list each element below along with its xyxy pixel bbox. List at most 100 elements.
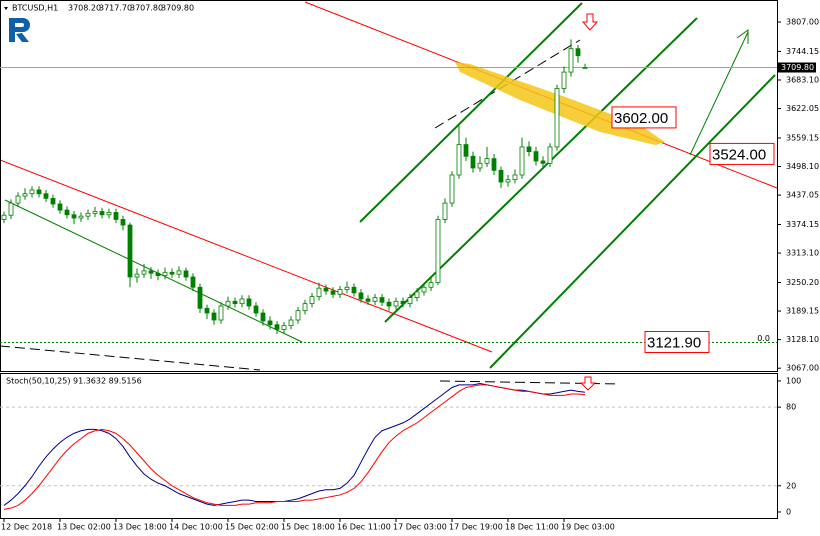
candle-body: [232, 300, 238, 305]
candle-body: [260, 312, 266, 322]
menu-icon: [4, 7, 8, 10]
candle-body: [547, 146, 553, 164]
header-value: 3717.70: [99, 4, 132, 13]
candle-body: [120, 219, 126, 226]
candle-body: [183, 270, 189, 278]
candle-body: [491, 158, 497, 171]
candle-body: [379, 297, 385, 303]
candle-body: [253, 305, 259, 314]
candle-body: [351, 286, 357, 294]
header-symbol: BTCUSD,H1: [12, 4, 58, 13]
candle-body: [533, 151, 539, 162]
candle-body: [302, 303, 308, 312]
x-tick-label: 15 Dec 18:00: [281, 523, 335, 532]
candle-body: [505, 179, 511, 183]
candle-body: [78, 215, 84, 219]
candle-body: [22, 193, 28, 197]
stoch-line: [3, 384, 586, 510]
dashed-line: [0, 345, 261, 371]
candle-body: [435, 219, 441, 283]
candle-body: [64, 209, 70, 216]
candle-body: [316, 287, 322, 298]
candle-body: [526, 146, 532, 153]
y-tick-label: 3313.10: [786, 249, 819, 258]
x-tick-label: 15 Dec 02:00: [225, 523, 279, 532]
candle-body: [407, 297, 413, 305]
candle-body: [442, 202, 448, 220]
candle-body: [400, 300, 406, 305]
candle-body: [218, 305, 224, 321]
candle-body: [414, 291, 420, 298]
channel-line: [359, 2, 583, 223]
channel-line: [489, 74, 776, 369]
candle-body: [372, 297, 378, 302]
x-tick-label: 17 Dec 03:00: [393, 523, 447, 532]
stoch-title: Stoch(50,10,25) 91.3632 89.5156: [6, 377, 142, 386]
header-value: 3707.80: [130, 4, 163, 13]
candle-body: [582, 67, 588, 69]
y-tick-label: 3067.00: [786, 364, 819, 373]
y-tick-label: 3744.15: [786, 47, 819, 56]
y-tick-label: 0: [786, 507, 791, 516]
x-tick-label: 19 Dec 03:00: [561, 523, 615, 532]
candle-body: [288, 319, 294, 327]
candle-body: [309, 296, 315, 305]
y-tick-label: 3374.15: [786, 220, 819, 229]
x-tick-label: 16 Dec 11:00: [337, 523, 391, 532]
down-arrow: [581, 13, 599, 31]
level-label: 3602.00: [614, 110, 668, 127]
stoch-frame: [0, 373, 778, 519]
logo: [9, 18, 30, 42]
candle-body: [274, 324, 280, 330]
candle-body: [43, 193, 49, 199]
candle-body: [99, 211, 105, 216]
y-tick-label: 80: [786, 403, 796, 412]
candle-body: [449, 174, 455, 204]
candle-body: [176, 270, 182, 275]
candle-body: [428, 282, 434, 288]
x-tick-label: 13 Dec 02:00: [57, 523, 111, 532]
candle-body: [134, 273, 140, 278]
candle-body: [456, 144, 462, 176]
y-tick-label: 3189.15: [786, 307, 819, 316]
candle-body: [155, 272, 161, 276]
candle-body: [85, 212, 91, 217]
candle-body: [57, 203, 63, 211]
candle-body: [393, 300, 399, 307]
level-box: [644, 331, 710, 354]
y-tick-label: 20: [786, 481, 796, 490]
candle-body: [8, 202, 14, 216]
candle-body: [71, 214, 77, 219]
candle-body: [50, 197, 56, 205]
candle-body: [211, 312, 217, 321]
candle-body: [127, 224, 133, 278]
y-tick-label: 3622.05: [786, 104, 819, 113]
candle-body: [358, 292, 364, 300]
trend-line: [4, 199, 303, 343]
candle-body: [512, 174, 518, 181]
candle-body: [246, 298, 252, 307]
candle-body: [1, 214, 7, 220]
candle-body: [204, 307, 210, 314]
x-tick-label: 18 Dec 11:00: [505, 523, 559, 532]
candle-body: [540, 160, 546, 164]
candle-body: [323, 287, 329, 292]
candle-body: [15, 195, 21, 204]
header-value: 3708.20: [68, 4, 101, 13]
candle-body: [113, 212, 119, 220]
candle-body: [554, 88, 560, 148]
level-box: [709, 142, 775, 165]
y-tick-label: 3559.15: [786, 133, 819, 142]
candle-body: [477, 162, 483, 169]
level-label: 3121.90: [647, 334, 701, 351]
y-tick-label: 3437.05: [786, 191, 819, 200]
down-arrow: [579, 376, 597, 391]
candle-body: [498, 169, 504, 183]
candle-body: [575, 48, 581, 57]
trend-line: [0, 159, 493, 353]
candle-body: [344, 286, 350, 291]
header-value: 3709.80: [161, 4, 194, 13]
level-box: [611, 106, 677, 129]
